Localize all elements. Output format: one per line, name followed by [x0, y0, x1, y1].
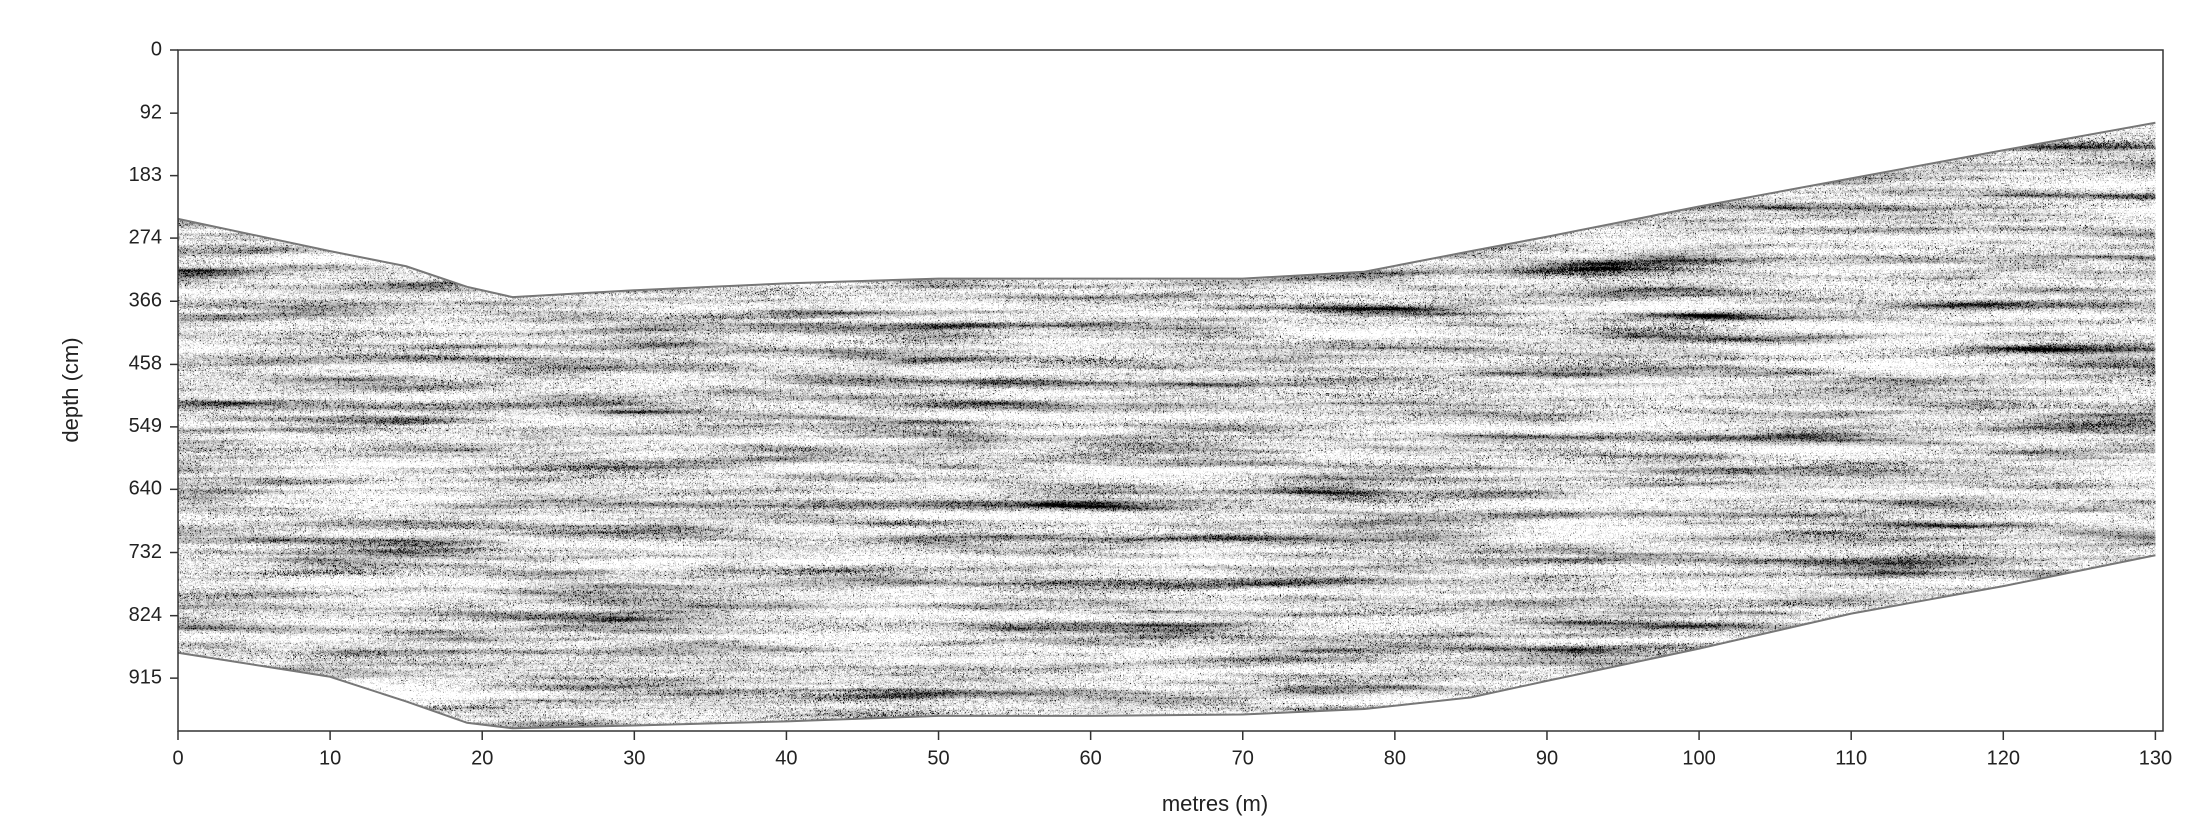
x-tick-label: 60	[1080, 747, 1102, 769]
x-tick-label: 10	[319, 747, 341, 769]
y-tick-label: 732	[129, 541, 162, 563]
x-axis-title: metres (m)	[1162, 791, 1268, 816]
profile-boundary	[177, 121, 2156, 299]
x-tick-label: 80	[1384, 747, 1406, 769]
x-tick-label: 70	[1232, 747, 1254, 769]
y-tick-label: 274	[129, 226, 162, 248]
plot-frame	[177, 49, 2164, 732]
x-tick-label: 40	[775, 747, 797, 769]
y-tick-label: 549	[129, 415, 162, 437]
y-tick-label: 824	[129, 604, 162, 626]
x-tick-label: 30	[623, 747, 645, 769]
x-tick-label: 110	[1835, 747, 1867, 769]
x-tick-label: 100	[1682, 747, 1715, 769]
y-tick-label: 0	[151, 38, 162, 60]
x-tick-label: 130	[2139, 747, 2172, 769]
x-tick-label: 20	[471, 747, 493, 769]
y-tick-label: 915	[129, 666, 162, 688]
y-axis-title: depth (cm)	[58, 337, 83, 442]
y-tick-label: 640	[129, 478, 162, 500]
profile-boundary	[177, 554, 2156, 730]
y-tick-label: 458	[129, 353, 162, 375]
x-tick-label: 90	[1536, 747, 1558, 769]
x-tick-label: 0	[172, 747, 183, 769]
y-tick-label: 92	[140, 101, 162, 123]
x-tick-label: 120	[1987, 747, 2020, 769]
y-tick-label: 366	[129, 290, 162, 312]
x-tick-label: 50	[927, 747, 949, 769]
radargram-fill	[178, 122, 2156, 729]
y-tick-label: 183	[129, 164, 162, 186]
